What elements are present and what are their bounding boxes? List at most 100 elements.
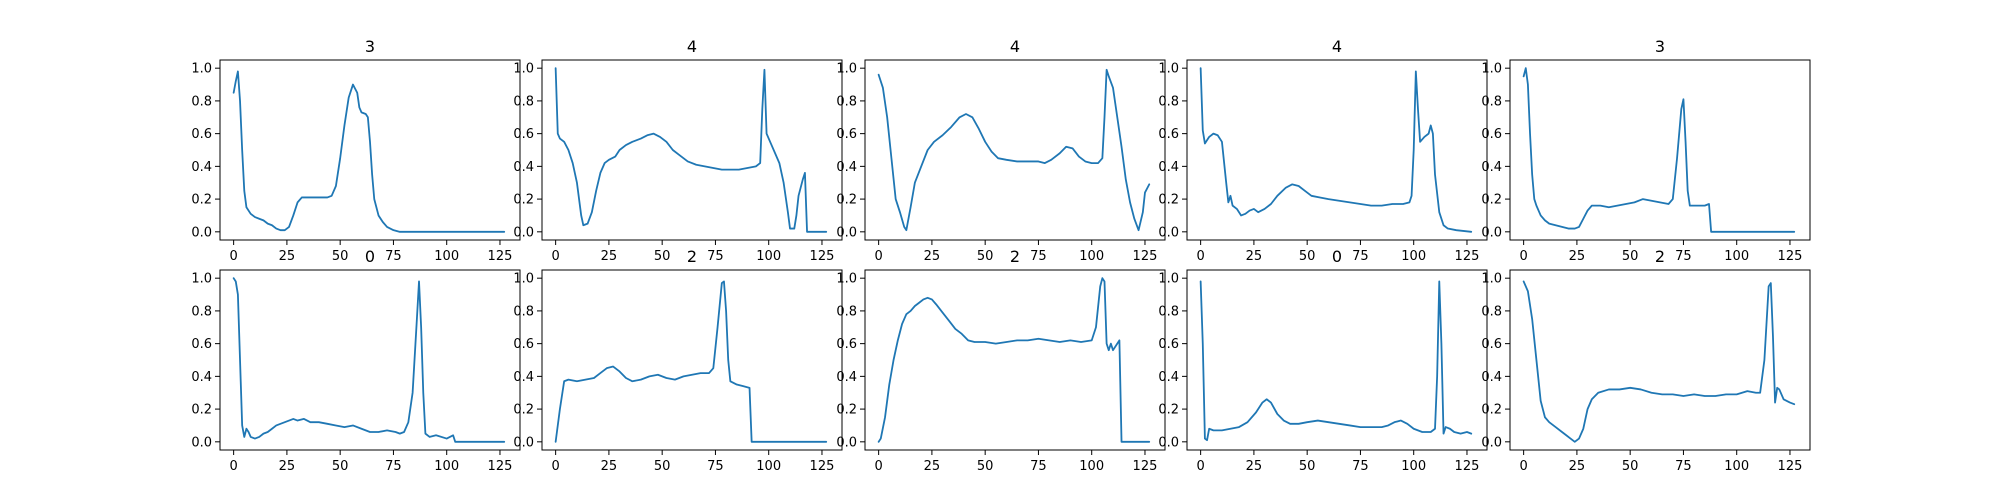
x-tick-label: 100 [756,249,781,264]
x-tick-label: 25 [1569,459,1586,474]
subplot-8: 0 25 50 75 100 125 0.0 0.2 0.4 0.6 0.8 1.0 2 [836,247,1166,474]
subplot-4: 0 25 50 75 100 125 0.0 0.2 0.4 0.6 0.8 1.0 4 [1158,37,1488,264]
x-tick-label: 0 [229,249,237,264]
y-tick-label: 0.2 [836,193,857,208]
x-tick-label: 25 [279,459,296,474]
y-tick-label: 1.0 [836,62,857,77]
y-tick-label: 0.4 [513,160,534,175]
y-tick-label: 0.4 [1158,370,1179,385]
y-tick-label: 0.2 [1481,193,1502,208]
x-tick-label: 50 [1622,249,1639,264]
y-tick-label: 1.0 [1481,272,1502,287]
axes-frame [1186,59,1488,241]
subplot-5: 0 25 50 75 100 125 0.0 0.2 0.4 0.6 0.8 1.0 3 [1481,37,1811,264]
y-tick-label: 0.6 [836,127,857,142]
x-tick-label: 0 [1196,459,1204,474]
x-tick-label: 0 [1519,459,1527,474]
x-tick-label: 100 [1079,459,1104,474]
series-line-1 [1522,280,1796,443]
y-tick-label: 0.8 [836,304,857,319]
subplot-9: 0 25 50 75 100 125 0.0 0.2 0.4 0.6 0.8 1.0 0 [1158,247,1488,474]
x-tick-label: 0 [1519,249,1527,264]
subplot-title: 4 [1332,37,1342,56]
y-tick-label: 0.4 [191,370,212,385]
x-tick-label: 125 [1133,249,1158,264]
subplot-title: 2 [687,247,697,266]
y-tick-label: 0.6 [513,337,534,352]
axes-frame [1509,59,1811,241]
y-tick-label: 0.0 [1481,225,1502,240]
x-tick-label: 75 [707,249,724,264]
subplot-title: 3 [1655,37,1665,56]
x-tick-label: 75 [385,459,402,474]
x-tick-label: 100 [434,249,459,264]
subplot-1: 0 25 50 75 100 125 0.0 0.2 0.4 0.6 0.8 1.0 3 [191,37,521,264]
x-tick-label: 100 [1401,249,1426,264]
y-tick-label: 0.2 [191,193,212,208]
x-tick-label: 50 [654,249,671,264]
x-tick-label: 50 [1299,249,1316,264]
x-tick-label: 25 [924,459,941,474]
y-tick-label: 0.8 [1481,304,1502,319]
axes-frame [864,269,1166,451]
x-tick-label: 0 [551,459,559,474]
y-tick-label: 0.0 [1481,435,1502,450]
x-tick-label: 125 [810,249,835,264]
series-line-1 [877,277,1151,443]
subplot-7: 0 25 50 75 100 125 0.0 0.2 0.4 0.6 0.8 1.0 2 [513,247,843,474]
y-tick-label: 0.0 [513,435,534,450]
series-line-1 [1199,67,1473,233]
x-tick-label: 125 [810,459,835,474]
y-tick-label: 0.8 [513,94,534,109]
x-tick-label: 125 [488,249,513,264]
subplot-title: 0 [365,247,375,266]
x-tick-label: 125 [488,459,513,474]
axes-frame [219,269,521,451]
y-tick-label: 0.8 [836,94,857,109]
x-tick-label: 25 [1246,459,1263,474]
subplot-10: 0 25 50 75 100 125 0.0 0.2 0.4 0.6 0.8 1.0 2 [1481,247,1811,474]
y-tick-label: 0.4 [1481,160,1502,175]
y-tick-label: 1.0 [1158,272,1179,287]
subplot-3: 0 25 50 75 100 125 0.0 0.2 0.4 0.6 0.8 1.0 4 [836,37,1166,264]
x-tick-label: 125 [1455,459,1480,474]
subplot-title: 3 [365,37,375,56]
x-tick-label: 0 [874,249,882,264]
x-tick-label: 75 [1675,249,1692,264]
x-tick-label: 0 [874,459,882,474]
y-tick-label: 0.6 [1481,127,1502,142]
subplot-6: 0 25 50 75 100 125 0.0 0.2 0.4 0.6 0.8 1.0 0 [191,247,521,474]
y-tick-label: 0.0 [191,225,212,240]
x-tick-label: 50 [977,249,994,264]
x-tick-label: 100 [434,459,459,474]
y-tick-label: 0.2 [191,403,212,418]
y-tick-label: 0.6 [513,127,534,142]
x-tick-label: 75 [1675,459,1692,474]
axes-frame [1186,269,1488,451]
x-tick-label: 100 [1724,249,1749,264]
x-tick-label: 25 [601,459,618,474]
y-tick-label: 1.0 [191,62,212,77]
series-line-1 [232,277,506,443]
y-tick-label: 0.2 [1158,193,1179,208]
y-tick-label: 1.0 [191,272,212,287]
axes-frame [219,59,521,241]
y-tick-label: 0.0 [1158,225,1179,240]
series-line-1 [232,70,506,233]
y-tick-label: 0.2 [513,403,534,418]
x-tick-label: 0 [1196,249,1204,264]
x-tick-label: 125 [1778,459,1803,474]
y-tick-label: 0.0 [836,225,857,240]
y-tick-label: 0.8 [513,304,534,319]
y-tick-label: 0.6 [836,337,857,352]
x-tick-label: 25 [601,249,618,264]
y-tick-label: 0.0 [191,435,212,450]
x-tick-label: 100 [1079,249,1104,264]
y-tick-label: 0.4 [513,370,534,385]
y-tick-label: 0.6 [191,127,212,142]
y-tick-label: 1.0 [513,272,534,287]
y-tick-label: 0.4 [1158,160,1179,175]
x-tick-label: 50 [332,459,349,474]
x-tick-label: 125 [1133,459,1158,474]
